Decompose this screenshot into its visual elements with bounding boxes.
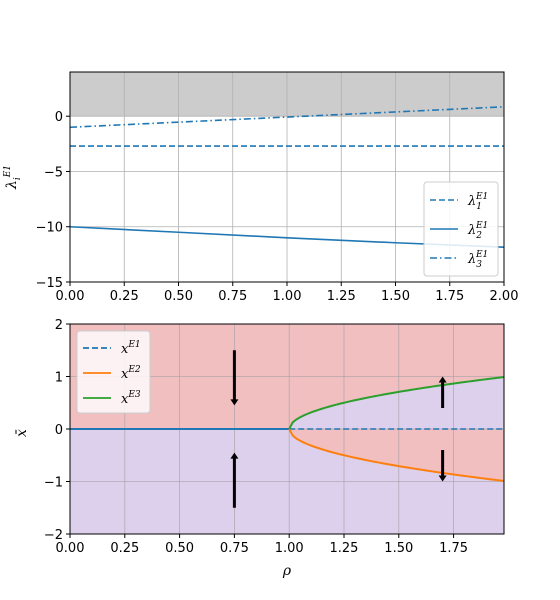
y-tick-label: −2: [44, 528, 63, 543]
x-tick-label: 1.25: [327, 289, 356, 304]
flow-arrow-head: [438, 376, 447, 383]
legend-label: xE1: [121, 340, 141, 357]
x-tick-label: 0.50: [165, 541, 194, 556]
y-tick-label: 2: [55, 318, 63, 333]
x-tick-label: 1.00: [273, 289, 302, 304]
flow-arrow-head: [438, 475, 447, 482]
x-axis-label: ρ: [282, 563, 292, 579]
y-tick-label: −15: [36, 276, 63, 291]
series-line-xE3: [288, 376, 504, 430]
x-tick-label: 1.50: [381, 289, 410, 304]
x-tick-label: 0.00: [56, 289, 85, 304]
y-tick-label: −5: [44, 165, 63, 180]
bifurcation-panel: 0.00 0.25 0.50 0.75 1.00 1.25 1.50 1.75 2 1 0 −1 −2 ρ…: [14, 318, 505, 579]
y-tick-label: 1: [55, 371, 63, 386]
eigenvalue-panel: 0.00 0.25 0.50 0.75 1.00 1.25 1.50 1.75 2.00 0 −5 −…: [3, 71, 519, 304]
x-tick-label: 1.50: [384, 541, 413, 556]
legend-box: [76, 330, 151, 414]
x-tick-label: 0.75: [218, 289, 247, 304]
x-tick-label: 0.25: [110, 289, 139, 304]
flow-arrow-head: [230, 399, 239, 406]
series-line-xE2: [288, 428, 504, 482]
legend: xE1 xE2 xE3: [76, 330, 151, 414]
x-tick-label: 0.00: [56, 541, 85, 556]
x-tick-label: 2.00: [490, 289, 519, 304]
y-axis-label: λiE1: [3, 165, 23, 190]
x-tick-label: 1.75: [435, 289, 464, 304]
region-between-upper: [289, 377, 504, 429]
x-tick-label: 1.25: [330, 541, 359, 556]
legend-label: xE2: [121, 365, 141, 382]
legend-label: λ1E1: [467, 192, 488, 212]
x-tick-label: 1.00: [275, 541, 304, 556]
y-tick-label: 0: [55, 423, 63, 438]
y-tick-label: −1: [44, 476, 63, 491]
legend-label: xE3: [121, 390, 141, 407]
x-tick-label: 1.75: [439, 541, 468, 556]
legend-label: λ2E1: [467, 221, 488, 241]
legend: λ1E1 λ2E1 λ3E1: [423, 181, 499, 277]
flow-arrow-head: [230, 452, 239, 459]
region-between-lower: [289, 429, 504, 481]
x-tick-label: 0.75: [220, 541, 249, 556]
legend-box: [423, 181, 499, 277]
x-tick-label: 0.50: [164, 289, 193, 304]
y-axis-label: x̄: [14, 429, 30, 437]
legend-label: λ3E1: [467, 250, 488, 270]
y-tick-label: −10: [36, 221, 63, 236]
x-tick-label: 0.25: [110, 541, 139, 556]
y-tick-label: 0: [55, 110, 63, 125]
